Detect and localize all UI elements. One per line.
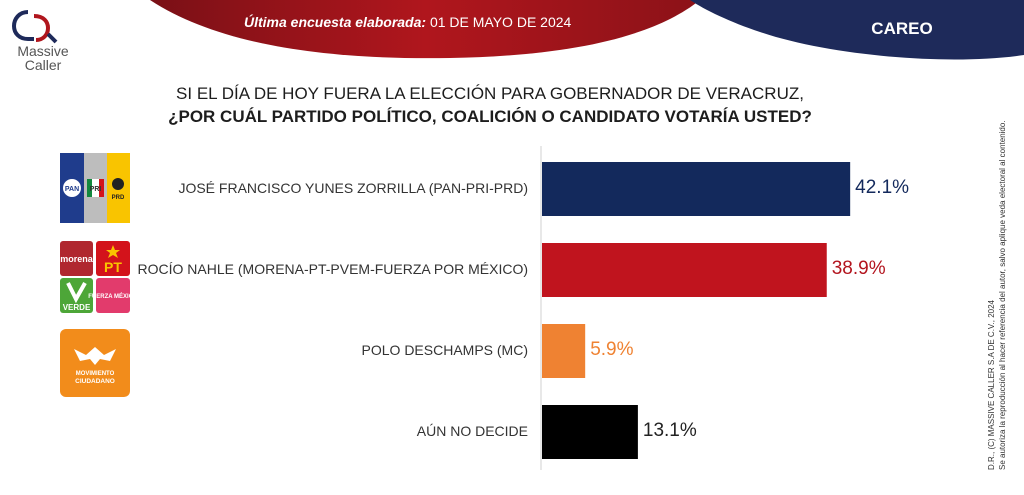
results-chart: JOSÉ FRANCISCO YUNES ZORRILLA (PAN-PRI-P… xyxy=(0,140,960,470)
header-navy-band xyxy=(690,0,1024,60)
question-line2: ¿POR CUÁL PARTIDO POLÍTICO, COALICIÓN O … xyxy=(168,107,812,126)
bar-nahle xyxy=(542,243,827,297)
brand-name: Massive Caller xyxy=(8,44,78,72)
bar-undecided xyxy=(542,405,638,459)
bar-label-deschamps: POLO DESCHAMPS (MC) xyxy=(361,342,528,358)
brand-logo: Massive Caller xyxy=(8,6,78,72)
bar-yunes xyxy=(542,162,851,216)
fuerza-logo-text: FUERZA MÉXICO xyxy=(88,292,130,300)
pan-logo-text: PAN xyxy=(65,186,79,193)
bar-value-nahle: 38.9% xyxy=(831,258,886,279)
header-red-band xyxy=(150,0,700,59)
copyright-note: D.R., (C) MASSIVE CALLER S.A DE C.V., 20… xyxy=(986,90,1008,470)
bar-value-deschamps: 5.9% xyxy=(590,339,634,360)
bar-value-undecided: 13.1% xyxy=(642,420,697,441)
bar-deschamps xyxy=(542,324,586,378)
header-banner xyxy=(150,0,1024,60)
brand-name-line2: Caller xyxy=(24,57,62,73)
logo-pan-pri-prd: PAN PRI PRD xyxy=(60,153,130,223)
bar-label-yunes: JOSÉ FRANCISCO YUNES ZORRILLA (PAN-PRI-P… xyxy=(178,180,528,196)
question-line1: SI EL DÍA DE HOY FUERA LA ELECCIÓN PARA … xyxy=(176,84,804,103)
brand-name-line1: Massive xyxy=(17,43,69,59)
brand-logo-icon xyxy=(11,10,58,44)
survey-question: SI EL DÍA DE HOY FUERA LA ELECCIÓN PARA … xyxy=(120,82,860,128)
section-title: CAREO xyxy=(871,19,933,38)
logo-morena-pt-verde-fuerza: morena PT VERDE FUERZA MÉXICO xyxy=(60,241,130,313)
survey-label: Última encuesta elaborada: xyxy=(244,14,427,30)
results-bars xyxy=(540,146,851,470)
logo-movimiento-ciudadano: MOVIMIENTO CIUDADANO xyxy=(60,329,130,397)
survey-date: 01 DE MAYO DE 2024 xyxy=(429,14,572,30)
pri-logo-text: PRI xyxy=(90,186,102,193)
bar-label-nahle: ROCÍO NAHLE (MORENA-PT-PVEM-FUERZA POR M… xyxy=(137,261,528,277)
pt-logo-text: PT xyxy=(104,259,122,275)
mc-logo-line2: CIUDADANO xyxy=(75,378,115,385)
survey-date-line: Última encuesta elaborada: 01 DE MAYO DE… xyxy=(244,14,571,30)
prd-logo-text: PRD xyxy=(112,195,125,201)
bar-value-yunes: 42.1% xyxy=(855,177,910,198)
bar-label-undecided: AÚN NO DECIDE xyxy=(416,423,528,439)
mc-logo-line1: MOVIMIENTO xyxy=(76,371,115,377)
copyright-line1: D.R., (C) MASSIVE CALLER S.A DE C.V., 20… xyxy=(987,300,996,470)
verde-logo-text: VERDE xyxy=(63,303,91,312)
morena-logo-text: morena xyxy=(60,254,94,264)
copyright-line2: Se autoriza la reproducción al hacer ref… xyxy=(998,120,1007,470)
